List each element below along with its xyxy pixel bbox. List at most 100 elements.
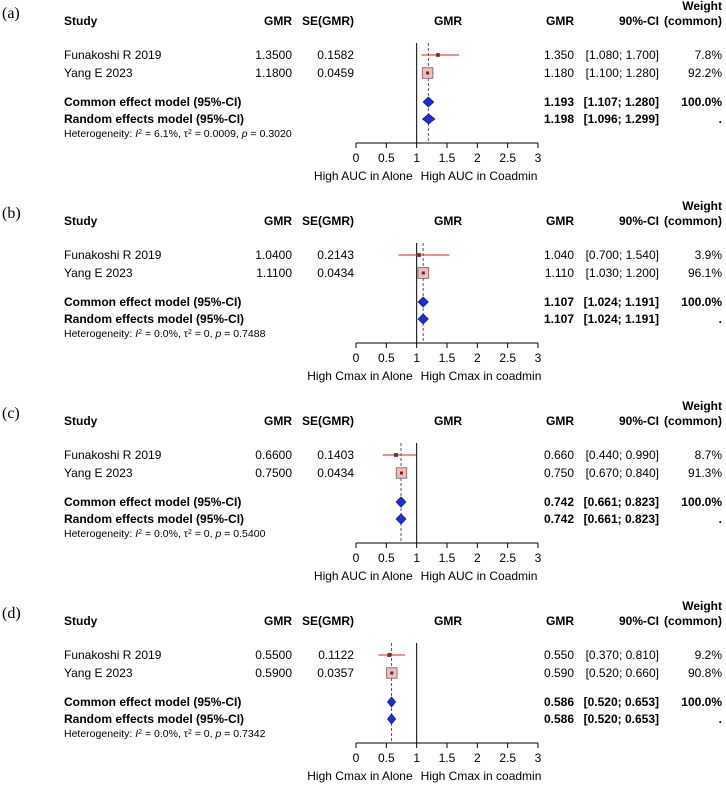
forest-panel-c: (c) Study GMR SE(GMR) GMR GMR 90%-CI Weight (com… [0,400,726,600]
study-estimate: 1.180 [544,66,574,80]
study-name: Funakoshi R 2019 [64,448,162,462]
header-weight: Weight [682,600,722,613]
x-tick-label: 0.5 [378,351,395,365]
random-model-ci: [0.661; 0.823] [584,512,659,526]
header-study: Study [64,214,98,228]
study-estimate: 1.040 [544,248,574,262]
random-model-label: Random effects model (95%-CI) [64,112,244,126]
study-ci: [1.100; 1.280] [586,66,659,80]
x-tick-label: 3 [535,551,542,565]
x-tick-label: 2 [474,551,481,565]
study-name: Yang E 2023 [64,666,133,680]
common-model-diamond [422,96,435,108]
study-gmr: 1.1100 [256,266,292,280]
x-tick-label: 0 [353,751,360,765]
study-point [387,653,391,657]
study-estimate: 0.590 [544,666,574,680]
study-se: 0.1122 [318,648,354,662]
common-model-weight: 100.0% [681,95,722,109]
x-tick-label: 3 [535,351,542,365]
header-plot: GMR [434,14,462,28]
axis-left-label: High Cmax in Alone [307,369,413,383]
study-se: 0.0434 [317,266,354,280]
random-model-estimate: 1.107 [544,312,574,326]
common-model-diamond [417,296,429,308]
header-gmr-right: GMR [546,614,574,628]
random-model-estimate: 0.742 [544,512,574,526]
random-model-ci: [1.024; 1.191] [584,312,659,326]
study-estimate: 0.750 [544,466,574,480]
x-tick-label: 0.5 [378,751,395,765]
header-gmr-right: GMR [546,414,574,428]
common-model-diamond [387,696,397,708]
panel-label: (a) [2,5,20,22]
header-weight-common: (common) [664,214,722,228]
header-gmr: GMR [264,14,292,28]
x-tick-label: 0 [353,551,360,565]
header-plot: GMR [434,414,462,428]
study-name: Yang E 2023 [64,66,133,80]
study-weight: 9.2% [695,648,723,662]
common-model-estimate: 1.193 [544,95,574,109]
header-se: SE(GMR) [302,414,354,428]
header-weight-common: (common) [664,614,722,628]
study-weight: 91.3% [688,466,722,480]
header-gmr-right: GMR [546,214,574,228]
random-model-ci: [1.096; 1.299] [584,112,659,126]
study-point [390,671,394,675]
heterogeneity-text: Heterogeneity: I2 = 0.0%, τ2 = 0, p = 0.… [64,728,266,740]
axis-right-label: High Cmax in coadmin [421,369,542,383]
x-tick-label: 1 [413,351,420,365]
study-ci: [0.670; 0.840] [586,466,659,480]
panel-label: (d) [2,605,21,622]
heterogeneity-text: Heterogeneity: I2 = 6.1%, τ2 = 0.0009, p… [64,128,292,140]
random-model-diamond [387,713,397,725]
common-model-estimate: 1.107 [544,295,574,309]
header-gmr-right: GMR [546,14,574,28]
x-tick-label: 1 [413,551,420,565]
study-estimate: 1.350 [544,48,574,62]
panel-label: (c) [2,405,20,422]
common-model-weight: 100.0% [681,695,722,709]
x-tick-label: 2.5 [499,751,516,765]
study-se: 0.2143 [317,248,354,262]
x-tick-label: 1.5 [439,151,456,165]
x-tick-label: 0.5 [378,151,395,165]
x-tick-label: 3 [535,751,542,765]
axis-left-label: High Cmax in Alone [307,769,413,783]
x-tick-label: 2 [474,751,481,765]
study-weight: 3.9% [695,248,723,262]
study-ci: [0.440; 0.990] [586,448,659,462]
header-weight-common: (common) [664,14,722,28]
random-model-diamond [421,113,436,125]
study-point [400,471,403,475]
header-weight: Weight [682,200,722,213]
x-tick-label: 2.5 [499,151,516,165]
common-model-ci: [0.520; 0.653] [584,695,659,709]
common-model-label: Common effect model (95%-CI) [64,695,241,709]
random-model-weight: . [719,112,722,126]
common-model-label: Common effect model (95%-CI) [64,295,241,309]
header-gmr: GMR [264,414,292,428]
study-estimate: 0.660 [544,448,574,462]
study-ci: [1.030; 1.200] [586,266,659,280]
study-se: 0.1403 [317,448,354,462]
study-name: Yang E 2023 [64,266,133,280]
study-point [426,71,430,75]
study-gmr: 1.3500 [255,48,292,62]
x-tick-label: 1 [413,751,420,765]
header-se: SE(GMR) [302,614,354,628]
forest-plot-svg: (c) Study GMR SE(GMR) GMR GMR 90%-CI Weight(com… [2,400,722,583]
study-point [417,253,421,257]
study-gmr: 1.1800 [255,66,292,80]
header-plot: GMR [434,214,462,228]
study-gmr: 0.5900 [255,666,292,680]
header-ci: 90%-CI [619,14,659,28]
header-weight: Weight [682,0,722,13]
header-ci: 90%-CI [619,214,659,228]
x-tick-label: 1.5 [439,551,456,565]
random-model-label: Random effects model (95%-CI) [64,312,244,326]
header-se: SE(GMR) [302,214,354,228]
axis-right-label: High AUC in Coadmin [421,169,538,183]
common-model-weight: 100.0% [681,295,722,309]
